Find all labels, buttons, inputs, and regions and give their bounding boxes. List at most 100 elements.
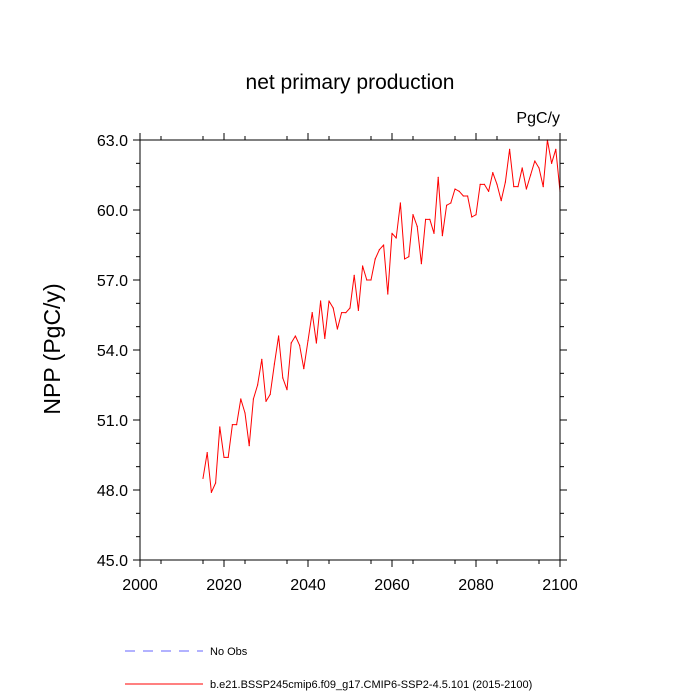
series-point [210, 491, 212, 493]
series-point [517, 186, 519, 188]
series-point [399, 202, 401, 204]
y-tick-label: 57.0 [97, 273, 128, 290]
series-point [345, 312, 347, 314]
series-point [257, 384, 259, 386]
series-point [525, 188, 528, 190]
series-point [240, 398, 242, 400]
y-tick-label: 51.0 [97, 413, 128, 430]
series-point [462, 195, 464, 197]
series-point [324, 337, 326, 339]
legend-label: No Obs [210, 646, 248, 658]
series-point [471, 216, 473, 218]
x-tick-label: 2000 [122, 577, 158, 594]
series-point [383, 244, 385, 246]
series-point [202, 477, 204, 479]
series-point [357, 309, 359, 311]
series-layer [202, 139, 561, 493]
y-tick-label: 45.0 [97, 553, 128, 570]
series-point [479, 183, 481, 185]
y-tick-label: 48.0 [97, 483, 128, 500]
x-tick-label: 2100 [542, 577, 578, 594]
series-point [215, 482, 217, 484]
legend: No Obs b.e21.BSSP245cmip6.f09_g17.CMIP6-S… [125, 646, 532, 691]
series-point [320, 300, 322, 302]
series-point [425, 218, 427, 220]
chart-title: net primary production [246, 71, 455, 94]
series-point [244, 412, 246, 414]
series-point [408, 256, 410, 258]
series-point [353, 274, 355, 276]
legend-label: b.e21.BSSP245cmip6.f09_g17.CMIP6-SSP2-4.… [210, 679, 532, 691]
series-point [496, 183, 498, 185]
series-point [236, 424, 238, 426]
series-point [467, 195, 469, 197]
series-point [492, 172, 494, 174]
series-point [513, 186, 515, 188]
y-tick-label: 60.0 [97, 203, 128, 220]
x-tick-label: 2060 [374, 577, 410, 594]
series-point [370, 279, 372, 281]
series-point [315, 342, 317, 344]
series-point [303, 368, 305, 370]
series-point [416, 225, 418, 227]
series-point [483, 183, 485, 185]
series-point [555, 148, 557, 150]
y-tick-label: 54.0 [97, 343, 128, 360]
series-point [504, 181, 506, 183]
series-point [269, 393, 271, 395]
series-point [273, 363, 275, 365]
series-point [441, 235, 443, 237]
series-point [488, 190, 490, 192]
series-point [227, 456, 229, 458]
series-point [387, 293, 389, 295]
x-tick-label: 2020 [206, 577, 242, 594]
series-point [341, 312, 343, 314]
series-point [509, 148, 511, 150]
x-tick-label: 2080 [458, 577, 494, 594]
series-line-npp [202, 139, 561, 493]
series-point [248, 445, 250, 447]
series-point [231, 424, 233, 426]
series-point [328, 300, 330, 302]
series-point [332, 307, 334, 309]
series-point [454, 188, 456, 190]
units-label: PgC/y [516, 110, 560, 127]
series-point [391, 232, 393, 234]
series-point [336, 328, 338, 330]
series-point [307, 340, 309, 342]
y-axis-label: NPP (PgC/y) [39, 283, 65, 414]
series-point [542, 186, 544, 188]
series-point [521, 167, 523, 169]
series-point [265, 400, 267, 402]
series-point [311, 312, 313, 314]
series-point [349, 307, 351, 309]
series-point [374, 258, 376, 260]
x-tick-label: 2040 [290, 577, 326, 594]
series-point [538, 167, 540, 169]
series-point [252, 398, 254, 400]
series-point [282, 377, 284, 379]
series-point [458, 190, 460, 192]
series-point [278, 335, 280, 337]
y-axis: 45.0 48.0 51.0 54.0 57.0 60.0 63.0 [97, 133, 567, 570]
series-point [366, 279, 368, 281]
series-point [433, 232, 435, 234]
series-point [219, 426, 221, 428]
series-point [475, 214, 477, 216]
series-point [290, 342, 292, 344]
y-tick-label: 63.0 [97, 133, 128, 150]
series-point [223, 456, 225, 458]
series-point [261, 358, 263, 360]
series-point [437, 176, 439, 178]
x-axis: 2000 2020 2040 2060 2080 2100 [122, 133, 578, 594]
series-point [362, 265, 364, 267]
series-point [395, 237, 397, 239]
series-point [429, 218, 431, 220]
series-point [450, 202, 452, 204]
series-point [294, 335, 296, 337]
series-point [500, 200, 502, 202]
series-point [420, 263, 422, 265]
series-point [206, 452, 208, 454]
series-point [534, 160, 536, 162]
